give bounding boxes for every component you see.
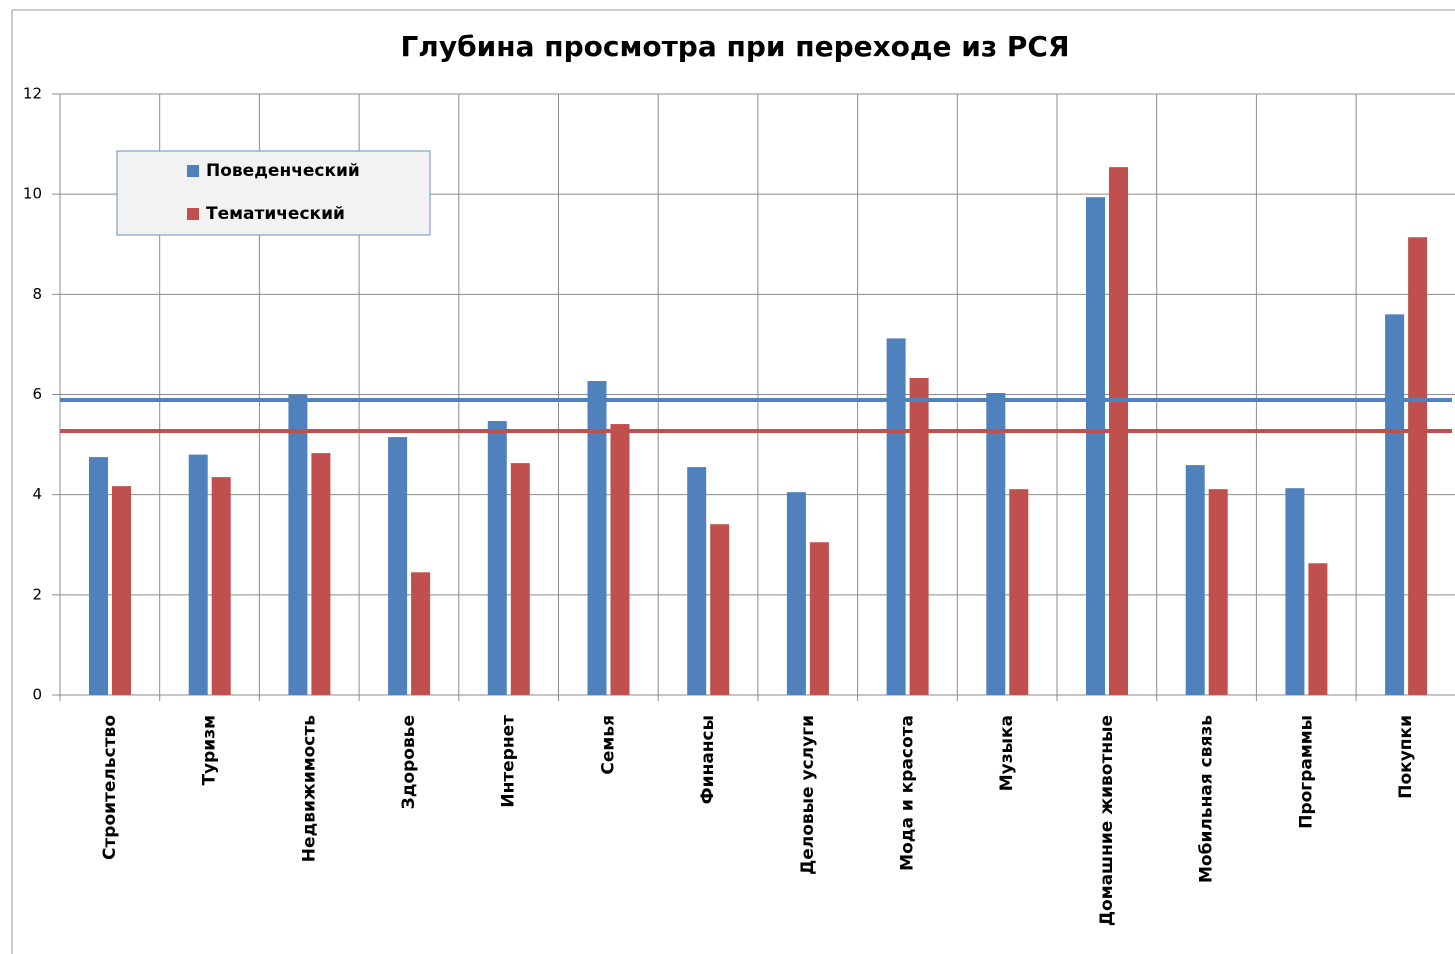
- bar: [188, 454, 208, 695]
- x-tick-label: Деловые услуги: [798, 715, 818, 875]
- bar: [1408, 237, 1428, 695]
- y-tick-label: 12: [23, 85, 42, 103]
- bar: [1385, 314, 1405, 695]
- bar: [510, 463, 530, 695]
- bar: [487, 421, 507, 695]
- x-tick-label: Покупки: [1396, 715, 1416, 799]
- bar: [411, 572, 431, 695]
- x-tick-label: Строительство: [100, 715, 120, 860]
- chart-title: Глубина просмотра при переходе из РСЯ: [400, 30, 1069, 63]
- y-tick-label: 4: [32, 485, 42, 503]
- legend-swatch: [187, 165, 199, 177]
- bar: [909, 377, 929, 695]
- bar: [89, 457, 108, 695]
- bar: [1185, 465, 1205, 695]
- y-tick-label: 10: [23, 185, 42, 203]
- bar: [886, 338, 906, 695]
- bar: [1086, 197, 1105, 695]
- legend-label: Поведенческий: [206, 161, 360, 181]
- y-tick-label: 6: [32, 385, 42, 403]
- y-tick-label: 2: [32, 585, 42, 603]
- y-tick-label: 0: [32, 686, 42, 704]
- bar: [288, 394, 308, 695]
- x-tick-label: Туризм: [200, 715, 220, 786]
- y-tick-label: 8: [32, 285, 42, 303]
- x-tick-label: Семья: [598, 715, 618, 775]
- bar: [687, 467, 707, 695]
- x-tick-label: Финансы: [698, 715, 718, 804]
- x-tick-label: Музыка: [997, 715, 1017, 791]
- x-tick-label: Недвижимость: [299, 715, 319, 862]
- x-tick-label: Здоровье: [399, 715, 419, 809]
- bar: [587, 380, 607, 695]
- bar: [388, 437, 408, 695]
- bar: [211, 477, 231, 695]
- legend-swatch: [187, 208, 199, 220]
- x-tick-label: Мода и красота: [897, 715, 917, 871]
- bar: [1285, 488, 1305, 695]
- bar: [786, 492, 806, 695]
- bar: [1009, 489, 1029, 695]
- bar: [986, 392, 1006, 695]
- bar: [809, 542, 829, 695]
- legend-box: [116, 150, 431, 236]
- x-tick-label: Домашние животные: [1097, 715, 1117, 926]
- x-tick-label: Интернет: [499, 715, 519, 808]
- x-tick-label: Программы: [1296, 715, 1316, 829]
- bar: [311, 453, 331, 695]
- bar: [610, 424, 630, 695]
- x-tick-label: Мобильная связь: [1197, 715, 1217, 883]
- bar: [112, 486, 131, 695]
- bar: [1308, 563, 1328, 695]
- bar: [710, 524, 730, 695]
- legend-label: Тематический: [206, 204, 345, 224]
- bar: [1208, 489, 1228, 695]
